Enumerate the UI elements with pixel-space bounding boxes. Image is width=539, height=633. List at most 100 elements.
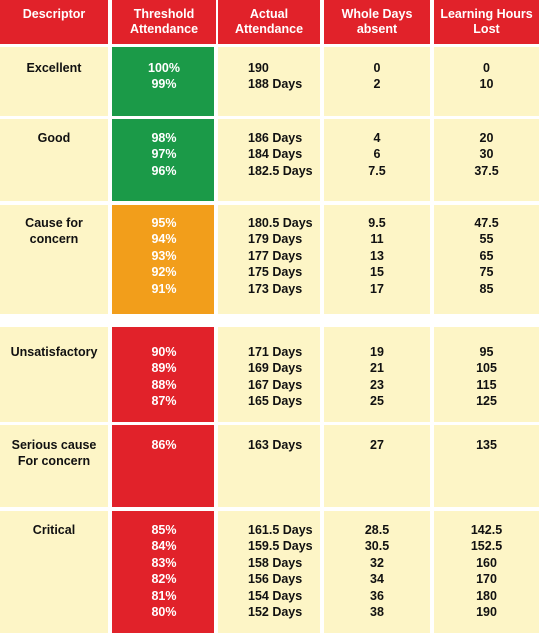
days-absent-value: 30.5 (364, 539, 390, 554)
days-absent-cell: 28.5 30.5 32 34 36 38 (324, 511, 430, 633)
hours-lost-value: 190 (476, 604, 497, 619)
threshold-cell: 95% 94% 93% 92% 91% (112, 205, 216, 314)
days-absent-value: 25 (370, 394, 384, 409)
days-absent-value: 38 (370, 604, 384, 619)
days-absent-value: 13 (370, 248, 384, 263)
descriptor-label: Excellent (26, 61, 82, 75)
threshold-value: 94% (151, 232, 177, 247)
column-divider (430, 511, 434, 633)
threshold-value: 98% (151, 131, 177, 145)
header-descriptor-line1: Descriptor (22, 7, 86, 21)
hours-lost-value: 20 (479, 131, 494, 145)
descriptor-label: For concern (17, 454, 91, 469)
hours-lost-value: 135 (476, 438, 497, 452)
threshold-value: 95% (151, 216, 177, 230)
descriptor-cell: Cause for concern (0, 205, 108, 314)
days-absent-value: 36 (370, 588, 384, 603)
hours-lost-value: 170 (476, 572, 497, 587)
descriptor-group: Good 98% 97% 96% 186 Days 184 Days 182.5 Days 4… (0, 119, 539, 201)
threshold-value: 82% (151, 572, 177, 587)
hours-lost-value: 65 (479, 248, 494, 263)
column-divider (430, 205, 434, 314)
threshold-value: 86% (151, 438, 177, 452)
actual-attendance-value: 175 Days (248, 265, 303, 280)
days-absent-value: 23 (370, 377, 384, 392)
days-absent-value: 27 (370, 438, 384, 452)
column-divider (214, 47, 218, 116)
descriptor-label: Critical (32, 523, 76, 537)
column-divider (108, 327, 112, 422)
hours-lost-value: 0 (483, 61, 490, 75)
column-divider (320, 47, 324, 116)
days-absent-value: 7.5 (368, 163, 386, 178)
actual-attendance-value: 165 Days (248, 394, 303, 409)
actual-attendance-cell: 186 Days 184 Days 182.5 Days (218, 119, 320, 201)
header-threshold: Threshold Attendance (112, 0, 216, 44)
actual-attendance-value: 159.5 Days (248, 539, 313, 554)
column-divider (108, 511, 112, 633)
threshold-cell: 86% (112, 425, 216, 507)
column-divider (214, 327, 218, 422)
hours-lost-value: 85 (479, 281, 494, 296)
hours-lost-value: 37.5 (474, 163, 499, 178)
actual-attendance-cell: 161.5 Days 159.5 Days 158 Days 156 Days 154 … (218, 511, 320, 633)
days-absent-value: 19 (370, 345, 384, 359)
descriptor-cell: Unsatisfactory (0, 327, 108, 422)
hours-lost-value: 55 (479, 232, 494, 247)
threshold-cell: 100% 99% (112, 47, 216, 116)
days-absent-cell: 19 21 23 25 (324, 327, 430, 422)
actual-attendance-value: 156 Days (248, 572, 303, 587)
actual-attendance-value: 161.5 Days (248, 523, 313, 537)
hours-lost-value: 160 (476, 555, 497, 570)
days-absent-value: 21 (370, 361, 384, 376)
descriptor-cell: Serious cause For concern (0, 425, 108, 507)
actual-attendance-value: 188 Days (248, 77, 303, 92)
descriptor-group: Critical 85% 84% 83% 82% 81% 80% 161.5 Days 159.… (0, 511, 539, 633)
actual-attendance-value: 171 Days (248, 345, 303, 359)
actual-attendance-value: 169 Days (248, 361, 303, 376)
descriptor-label: Good (37, 131, 71, 145)
days-absent-cell: 4 6 7.5 (324, 119, 430, 201)
descriptor-group: Excellent 100% 99% 190 188 Days 0 2 0 10 (0, 47, 539, 116)
descriptor-cell: Excellent (0, 47, 108, 116)
hours-lost-value: 115 (476, 377, 497, 392)
descriptor-cell: Good (0, 119, 108, 201)
descriptor-label: Cause for (25, 216, 83, 230)
hours-lost-cell: 20 30 37.5 (434, 119, 539, 201)
column-divider (320, 119, 324, 201)
column-divider (108, 119, 112, 201)
days-absent-value: 6 (373, 147, 381, 162)
column-divider (214, 511, 218, 633)
actual-attendance-value: 163 Days (248, 438, 303, 452)
column-divider (430, 425, 434, 507)
actual-attendance-cell: 171 Days 169 Days 167 Days 165 Days (218, 327, 320, 422)
threshold-cell: 85% 84% 83% 82% 81% 80% (112, 511, 216, 633)
threshold-value: 89% (151, 361, 177, 376)
threshold-cell: 90% 89% 88% 87% (112, 327, 216, 422)
days-absent-value: 34 (370, 572, 384, 587)
days-absent-value: 15 (370, 265, 384, 280)
column-divider (430, 47, 434, 116)
header-threshold-line2: Attendance (129, 22, 199, 36)
hours-lost-value: 95 (479, 345, 494, 359)
days-absent-value: 11 (370, 232, 384, 247)
actual-attendance-cell: 180.5 Days 179 Days 177 Days 175 Days 173 Da… (218, 205, 320, 314)
days-absent-cell: 9.5 11 13 15 17 (324, 205, 430, 314)
hours-lost-value: 47.5 (474, 216, 499, 230)
descriptor-cell: Critical (0, 511, 108, 633)
column-divider (320, 205, 324, 314)
threshold-value: 84% (151, 539, 177, 554)
header-days-line1: Whole Days (341, 7, 413, 21)
days-absent-value: 0 (373, 61, 381, 75)
descriptor-group: Unsatisfactory 90% 89% 88% 87% 171 Days 169 Da… (0, 327, 539, 422)
descriptor-label: Unsatisfactory (10, 345, 98, 359)
descriptor-label: concern (29, 232, 79, 247)
threshold-value: 80% (151, 604, 177, 619)
actual-attendance-value: 173 Days (248, 281, 303, 296)
hours-lost-value: 10 (479, 77, 494, 92)
actual-attendance-cell: 190 188 Days (218, 47, 320, 116)
hours-lost-value: 152.5 (470, 539, 503, 554)
header-actual: Actual Attendance (218, 0, 320, 44)
